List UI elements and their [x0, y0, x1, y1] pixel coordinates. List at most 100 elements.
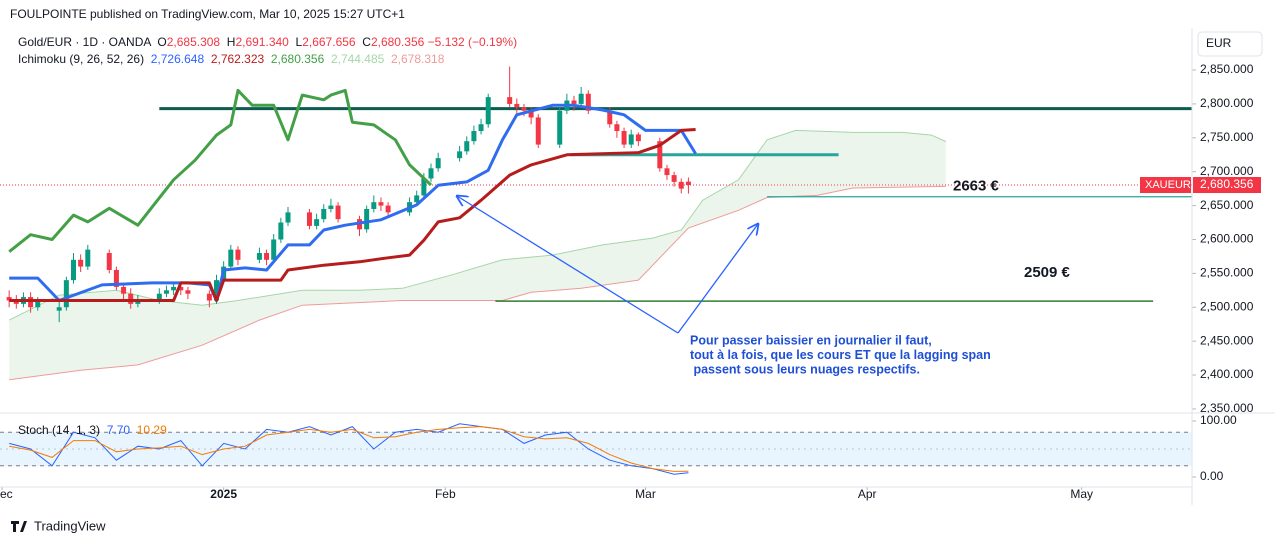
- candle-body: [557, 110, 563, 145]
- candle-body: [507, 97, 513, 104]
- candle-body: [478, 124, 484, 132]
- indicator-legend: Ichimoku (9, 26, 52, 26) 2,726.648 2,762…: [18, 52, 444, 66]
- candle-body: [314, 219, 320, 226]
- logo-icon: [11, 521, 27, 532]
- y-tick-label: 2,650.000: [1200, 198, 1254, 212]
- symbol: Gold/EUR · 1D · OANDA: [18, 35, 151, 49]
- annotation-line: tout à la fois, que les cours ET que la …: [690, 348, 991, 362]
- candle-body: [635, 134, 641, 142]
- candle-body: [271, 239, 277, 260]
- stoch-legend: Stoch (14, 1, 3) 7.70 10.29: [18, 423, 167, 437]
- candle-body: [321, 208, 327, 220]
- candle-body: [71, 259, 77, 281]
- candle-body: [628, 134, 634, 145]
- candle-body: [135, 300, 141, 304]
- legend-line: Gold/EUR · 1D · OANDA O2,685.308 H2,691.…: [18, 35, 517, 49]
- indicator-value: 2,678.318: [391, 52, 445, 66]
- x-tick-label: Apr: [858, 487, 877, 501]
- candle-body: [228, 249, 234, 267]
- arrow: [457, 196, 679, 334]
- candle-body: [121, 286, 127, 294]
- annotation-line: passent sous leurs nuages respectifs.: [690, 362, 920, 376]
- candle-body: [607, 110, 613, 125]
- indicator-line: [9, 128, 696, 302]
- logo-text: TradingView: [34, 518, 106, 533]
- candle-body: [585, 93, 591, 111]
- indicator-line: [9, 103, 697, 302]
- y-tick-label: 2,750.000: [1200, 130, 1254, 144]
- annotation-line: Pour passer baissier en journalier il fa…: [690, 333, 932, 347]
- candle-body: [678, 181, 684, 189]
- stoch-line: [9, 423, 689, 475]
- candle-body: [85, 249, 91, 267]
- candle-body: [428, 168, 434, 179]
- candle-body: [514, 103, 520, 108]
- candle-body: [6, 297, 12, 301]
- indicator-value: 2,744.485: [330, 52, 385, 66]
- candle-body: [264, 253, 270, 260]
- l-label: L: [295, 35, 303, 49]
- symbol-tag-text: XAUEUR: [1145, 179, 1191, 191]
- close: 2,680.356: [370, 35, 425, 49]
- candle-body: [56, 307, 62, 311]
- candle-body: [657, 141, 663, 169]
- indicator-value: 2,762.323: [210, 52, 265, 66]
- y-tick-label: 2,500.000: [1200, 299, 1254, 313]
- stoch-band: [0, 432, 1192, 466]
- candle-body: [464, 141, 470, 152]
- x-tick-label: May: [1070, 487, 1093, 501]
- candle-body: [614, 124, 620, 132]
- candle-body: [206, 293, 212, 301]
- indicator-line: [8, 88, 433, 253]
- candle-body: [128, 293, 134, 304]
- y-tick-label: 2,350.000: [1200, 401, 1254, 415]
- x-tick-label: 2025: [210, 487, 237, 501]
- candle-body: [535, 117, 541, 145]
- candle-body: [13, 300, 19, 304]
- symbol-tag: [1140, 177, 1191, 194]
- price-tag-text: 2,680.356: [1200, 177, 1254, 191]
- price-tag: [1193, 177, 1261, 194]
- c-label: C: [362, 35, 371, 49]
- candle-body: [306, 212, 312, 226]
- candle-body: [278, 222, 284, 240]
- y-tick-label: 2,550.000: [1200, 266, 1254, 280]
- candle-body: [35, 300, 41, 308]
- candle-body: [485, 97, 491, 125]
- currency: EUR: [1206, 36, 1232, 50]
- candle-body: [178, 286, 184, 291]
- x-tick-label: Mar: [635, 487, 656, 501]
- y-tick-label: 100.00: [1200, 413, 1237, 427]
- candle-body: [571, 100, 577, 104]
- level-label: 2509 €: [1024, 264, 1071, 281]
- candle-body: [371, 202, 377, 209]
- candle-body: [685, 181, 691, 186]
- stoch: Stoch (14, 1, 3): [18, 423, 101, 437]
- y-tick-label: 2,600.000: [1200, 232, 1254, 246]
- candle-body: [457, 151, 463, 159]
- candle-body: [664, 168, 670, 176]
- candle-body: [113, 269, 119, 287]
- stoch-value: 7.70: [106, 423, 131, 437]
- candle-body: [335, 205, 341, 220]
- candle-body: [28, 297, 34, 308]
- currency-button[interactable]: [1197, 31, 1263, 57]
- candle-body: [385, 205, 391, 213]
- y-tick-label: 2,400.000: [1200, 367, 1254, 381]
- indicator-value: 2,680.356: [270, 52, 325, 66]
- candle-body: [671, 175, 677, 182]
- candle-body: [378, 202, 384, 206]
- high: 2,691.340: [235, 35, 289, 49]
- candle-body: [421, 178, 427, 196]
- candle-body: [364, 208, 370, 230]
- candle-body: [578, 93, 584, 104]
- candle-body: [471, 131, 477, 142]
- o-label: O: [157, 35, 167, 49]
- x-tick-label: Feb: [435, 487, 456, 501]
- y-tick-label: 2,800.000: [1200, 96, 1254, 110]
- open: 2,685.308: [166, 35, 221, 49]
- candle-body: [63, 280, 69, 308]
- indicator: Ichimoku (9, 26, 52, 26): [18, 52, 145, 66]
- candle-body: [414, 195, 420, 203]
